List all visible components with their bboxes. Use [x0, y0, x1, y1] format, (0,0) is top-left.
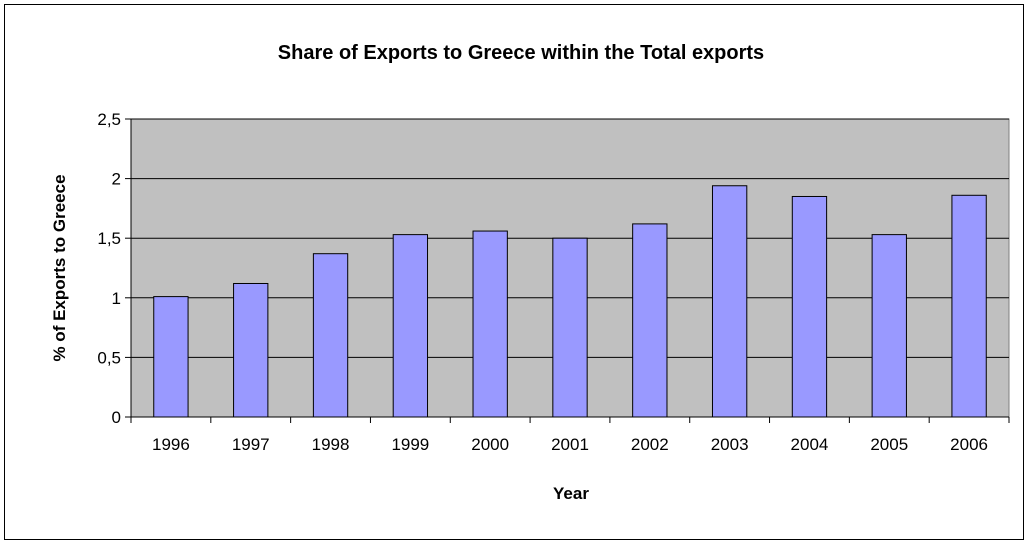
x-tick-label: 2002 [631, 435, 669, 454]
bar-chart: Share of Exports to Greece within the To… [50, 42, 1010, 503]
bar-2004 [791, 195, 828, 418]
bars [153, 185, 987, 418]
x-tick-label: 2006 [950, 435, 988, 454]
bar-2003 [711, 185, 748, 418]
x-tick-label: 1997 [232, 435, 270, 454]
bar-2000 [472, 230, 508, 418]
x-tick-label: 2000 [471, 435, 509, 454]
y-axis-label: % of Exports to Greece [50, 174, 69, 361]
y-tick-label: 2 [112, 170, 121, 189]
x-tick-label: 2005 [870, 435, 908, 454]
x-tick-label: 2004 [791, 435, 829, 454]
x-tick-label: 1996 [152, 435, 190, 454]
x-axis-label: Year [553, 484, 589, 503]
axes [125, 118, 1010, 423]
bar-1999 [392, 234, 429, 418]
x-tick-label: 1998 [312, 435, 350, 454]
y-tick-label: 0 [112, 408, 121, 427]
x-tick-label: 2003 [711, 435, 749, 454]
y-tick-label: 1,5 [97, 229, 121, 248]
chart-title: Share of Exports to Greece within the To… [278, 42, 764, 64]
bar-2006 [951, 194, 987, 418]
y-tick-label: 1 [112, 289, 121, 308]
y-tick-label: 0,5 [97, 348, 121, 367]
bar-1998 [312, 253, 349, 418]
bar-1997 [233, 282, 269, 418]
bar-1996 [153, 296, 189, 418]
x-tick-label: 2001 [551, 435, 589, 454]
y-tick-label: 2,5 [97, 110, 121, 129]
x-tick-labels: 1996 1997 1998 1999 2000 2001 2002 2003 2004 2005… [152, 435, 988, 454]
chart-frame: Share of Exports to Greece within the To… [4, 4, 1024, 540]
bar-2005 [871, 234, 907, 418]
y-tick-labels: 0 0,5 1 1,5 2 2,5 [97, 110, 121, 427]
x-tick-label: 1999 [391, 435, 429, 454]
bar-2001 [552, 237, 588, 418]
bar-2002 [632, 223, 668, 418]
